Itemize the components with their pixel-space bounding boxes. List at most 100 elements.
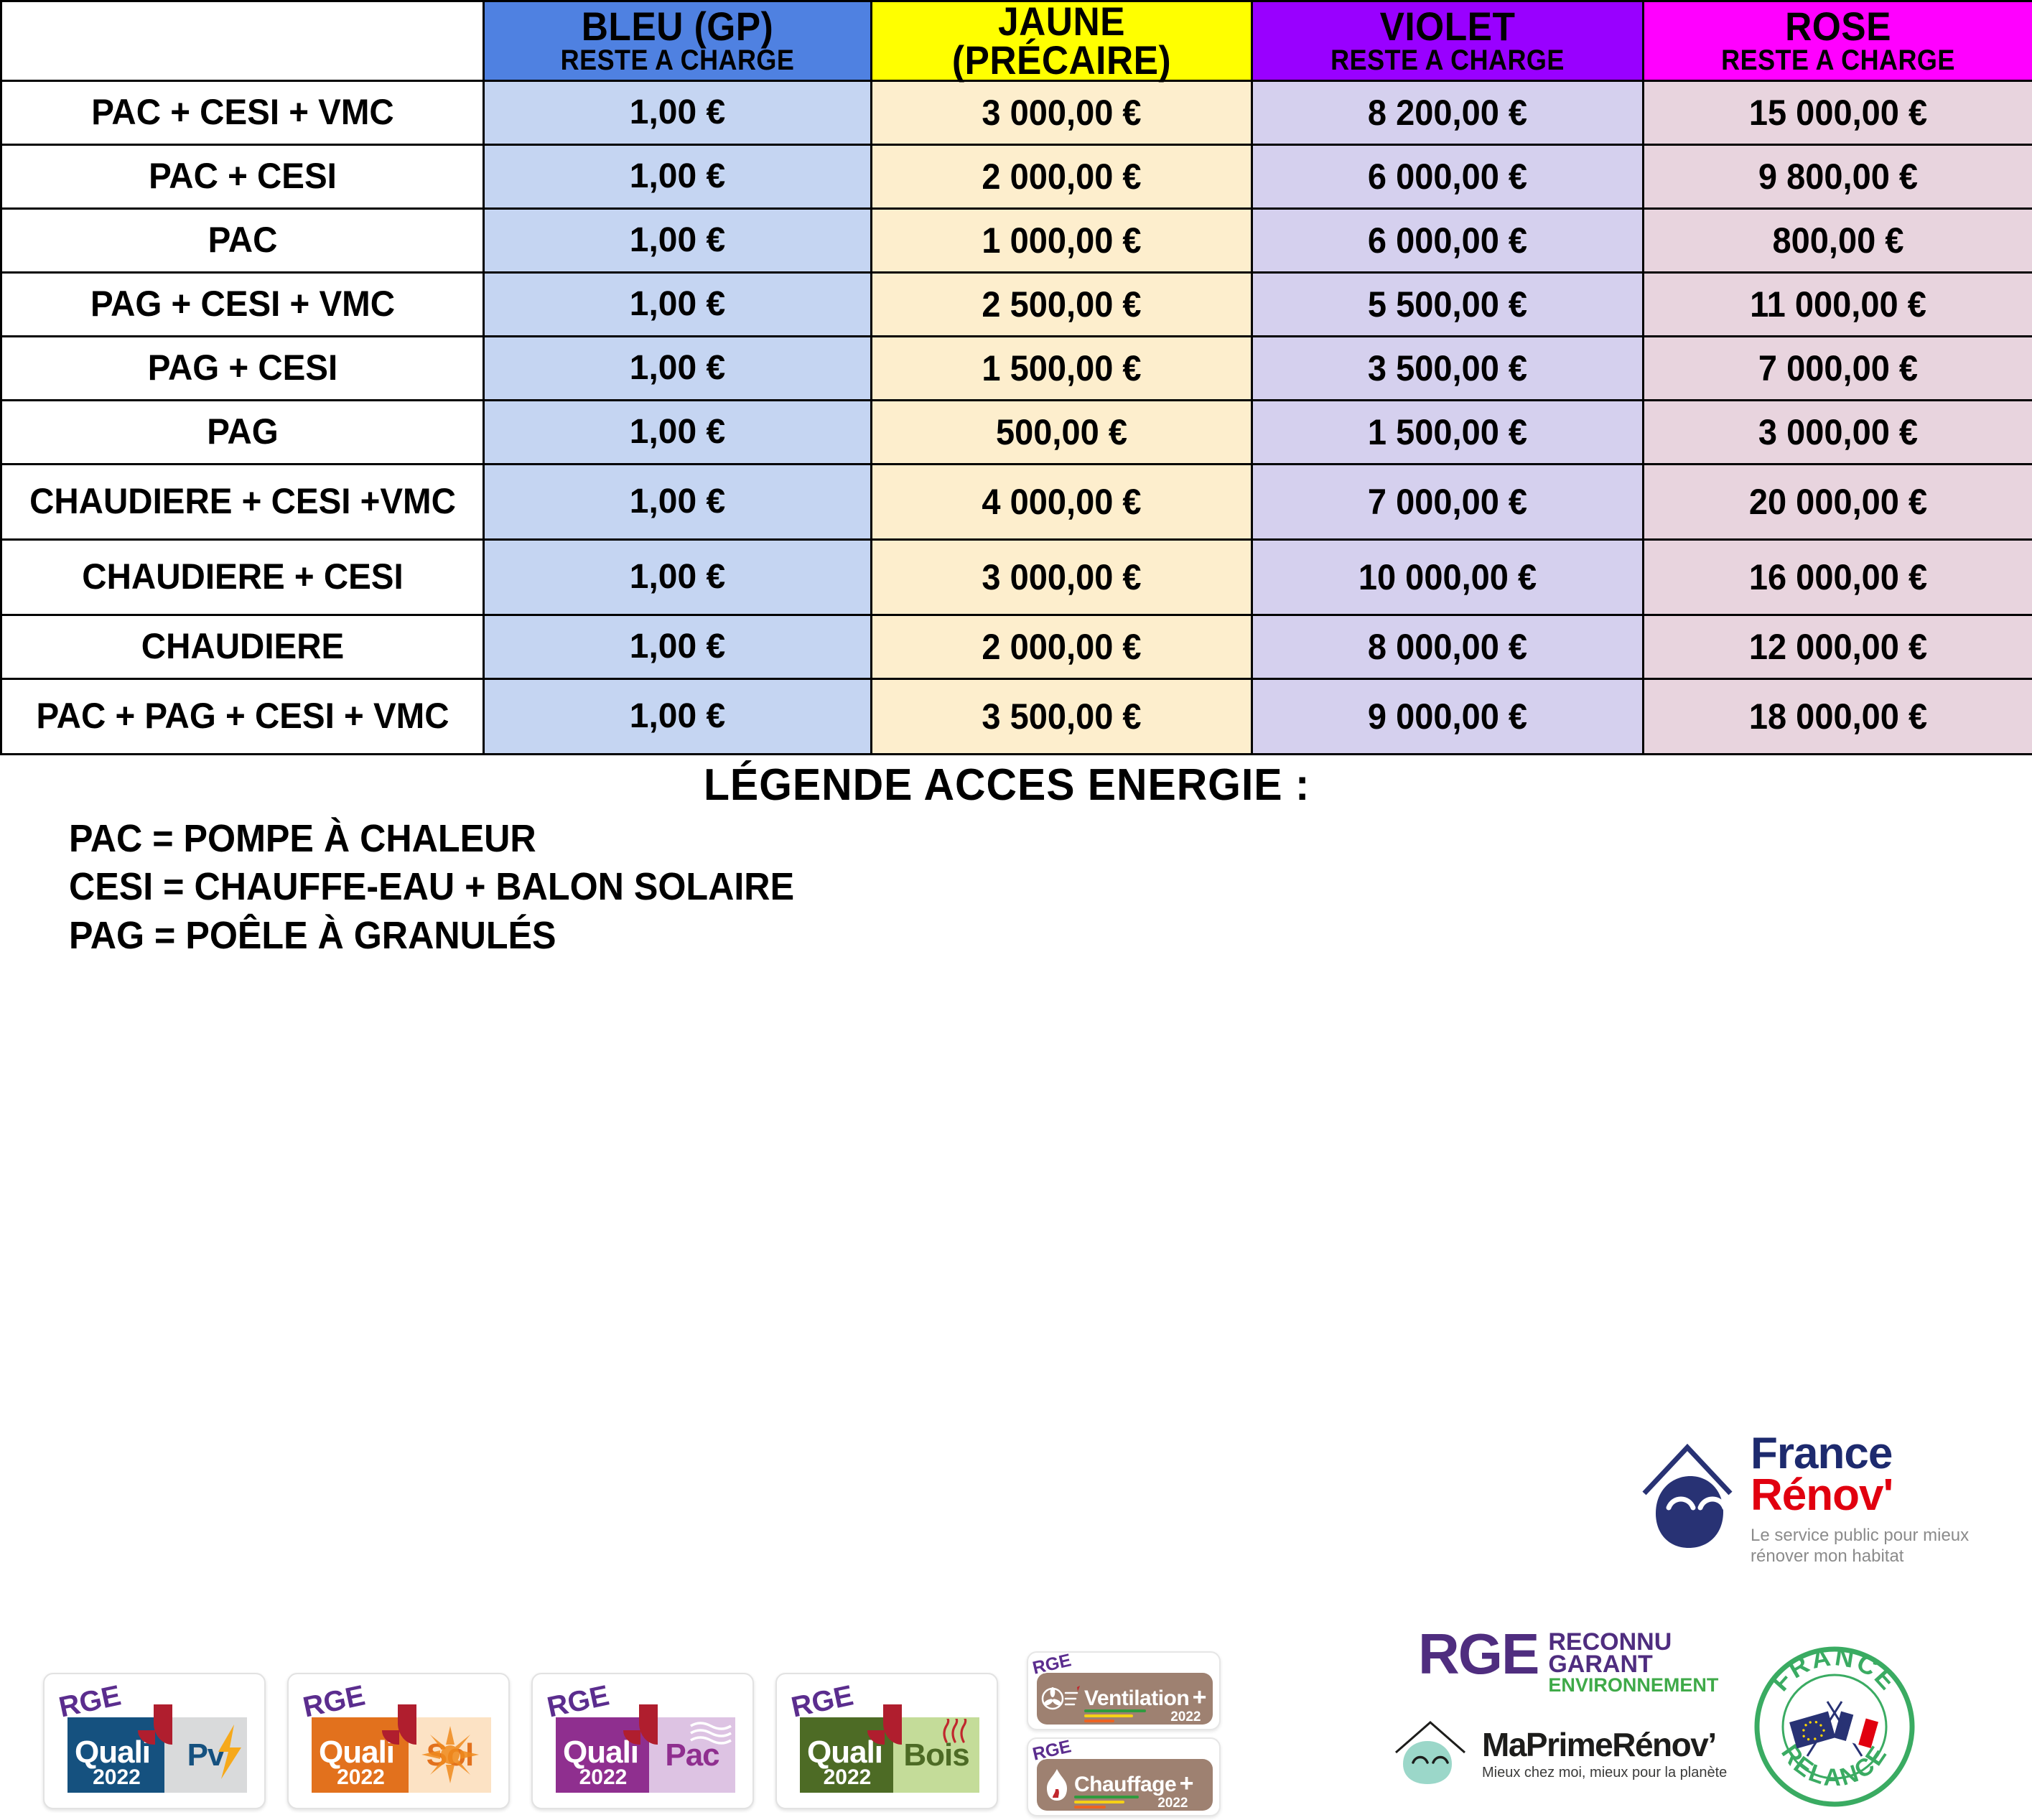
legend-section: LÉGENDE ACCES ENERGIE : PAC = POMPE À CH…	[0, 755, 2032, 957]
aid-amounts-table: BLEU (GP) RESTE A CHARGE JAUNE (PRÉCAIRE…	[0, 0, 2032, 755]
cell-bleu: 1,00 €	[629, 348, 726, 387]
cell-bleu: 1,00 €	[629, 157, 726, 195]
cell-bleu: 1,00 €	[629, 557, 726, 596]
legend-item-cesi: CESI = CHAUFFE-EAU + BALON SOLAIRE	[69, 865, 795, 909]
column-header-jaune: JAUNE (PRÉCAIRE)	[870, 0, 1253, 83]
sun-icon	[421, 1726, 479, 1783]
row-label: CHAUDIERE + CESI	[11, 538, 473, 616]
row-label: PAC + CESI + VMC	[11, 79, 473, 146]
cell-jaune: 2 000,00 €	[982, 626, 1142, 667]
rge-garant-abbr: RGE	[1418, 1622, 1539, 1686]
row-label: CHAUDIERE	[11, 613, 473, 680]
quali-word: Quali	[319, 1735, 395, 1770]
table-row: PAG + CESI 1,00 € 1 500,00 € 3 500,00 € …	[1, 335, 2032, 401]
row-label: PAC	[11, 207, 473, 274]
table-row: PAC + CESI + VMC 1,00 € 3 000,00 € 8 200…	[1, 79, 2032, 146]
column-header-rose-title: ROSE	[1785, 3, 1891, 49]
row-label: PAC + PAG + CESI + VMC	[11, 677, 473, 755]
ventilation-year: 2022	[1170, 1709, 1201, 1725]
smoke-icon	[943, 1719, 967, 1743]
chauffage-year: 2022	[1157, 1796, 1188, 1811]
cell-violet: 6 000,00 €	[1367, 220, 1528, 261]
table-row: PAC + PAG + CESI + VMC 1,00 € 3 500,00 €…	[1, 677, 2032, 755]
row-label: PAG	[11, 398, 473, 465]
cell-bleu: 1,00 €	[629, 220, 726, 259]
cell-rose: 12 000,00 €	[1748, 626, 1928, 667]
maprimerenov-tagline: Mieux chez moi, mieux pour la planète	[1482, 1764, 1728, 1781]
row-label: PAG + CESI	[11, 335, 473, 401]
france-relance-bottom: RELANCE	[1776, 1740, 1891, 1791]
svg-text:FRANCE: FRANCE	[1766, 1644, 1904, 1697]
logo-card-qualipv: RGE Quali 2022 Pv	[43, 1673, 266, 1809]
france-renov-tagline-2: rénover mon habitat	[1751, 1546, 1904, 1566]
logo-card-qualipac: RGE Quali 2022 Pac	[531, 1673, 754, 1809]
cell-violet: 8 200,00 €	[1367, 92, 1528, 133]
legend-item-pag: PAG = POÊLE À GRANULÉS	[69, 913, 556, 957]
cell-rose: 16 000,00 €	[1748, 556, 1928, 597]
quali-word: Quali	[563, 1735, 639, 1770]
legend-item-pac: PAC = POMPE À CHALEUR	[69, 816, 536, 860]
column-header-rose: ROSE RESTE A CHARGE	[1642, 0, 2032, 82]
france-renov-tagline-1: Le service public pour mieux	[1751, 1525, 1970, 1545]
cell-rose: 9 800,00 €	[1758, 156, 1919, 197]
quali-name: Bois	[903, 1737, 969, 1773]
svg-text:RELANCE: RELANCE	[1776, 1740, 1893, 1791]
table-header-row: BLEU (GP) RESTE A CHARGE JAUNE (PRÉCAIRE…	[0, 0, 2032, 83]
fan-icon	[1041, 1686, 1080, 1710]
column-header-bleu-title: BLEU (GP)	[581, 3, 774, 49]
chauffage-label: Chauffage	[1074, 1773, 1177, 1796]
legend-title: LÉGENDE ACCES ENERGIE :	[704, 760, 1310, 810]
column-header-violet-subtitle: RESTE A CHARGE	[1330, 44, 1565, 76]
cell-jaune: 1 500,00 €	[982, 347, 1142, 388]
lightning-icon	[218, 1725, 241, 1779]
cell-jaune: 4 000,00 €	[982, 481, 1142, 522]
cell-jaune: 500,00 €	[996, 411, 1127, 452]
cell-violet: 1 500,00 €	[1367, 411, 1528, 452]
quali-year: 2022	[337, 1765, 385, 1789]
table-row: CHAUDIERE 1,00 € 2 000,00 € 8 000,00 € 1…	[1, 613, 2032, 680]
rge-garant-logo: RGE RECONNU GARANT ENVIRONNEMENT	[1418, 1622, 1719, 1696]
cell-bleu: 1,00 €	[629, 627, 726, 666]
row-label: CHAUDIERE + CESI +VMC	[11, 462, 473, 541]
certification-logo-strip: RGE Quali 2022 Pv RGE Quali	[0, 1650, 2032, 1820]
rge-garant-line1: RECONNU	[1548, 1628, 1672, 1656]
logo-card-chauffage: RGE Chauffage + 2022	[1027, 1736, 1221, 1816]
cell-violet: 6 000,00 €	[1367, 156, 1528, 197]
quali-year: 2022	[823, 1765, 872, 1789]
cell-rose: 15 000,00 €	[1748, 92, 1928, 133]
france-renov-line1: France	[1751, 1428, 1893, 1478]
maprimerenov-name: MaPrimeRénov’	[1482, 1725, 1717, 1763]
column-header-violet: VIOLET RESTE A CHARGE	[1251, 0, 1644, 82]
france-relance-logo: FRANCE RELANCE	[1752, 1641, 1917, 1809]
row-label: PAC + CESI	[11, 143, 473, 210]
wave-icon	[690, 1722, 732, 1745]
cell-bleu: 1,00 €	[629, 482, 726, 521]
header-corner-blank	[0, 0, 485, 82]
house-smiley-icon	[1642, 1443, 1733, 1548]
column-header-bleu: BLEU (GP) RESTE A CHARGE	[483, 0, 872, 82]
cell-rose: 18 000,00 €	[1748, 696, 1928, 737]
column-header-jaune-title: JAUNE	[998, 0, 1125, 44]
ventilation-label: Ventilation	[1084, 1686, 1190, 1710]
cell-violet: 3 500,00 €	[1367, 347, 1528, 388]
cell-violet: 10 000,00 €	[1358, 556, 1537, 597]
column-header-rose-subtitle: RESTE A CHARGE	[1721, 44, 1955, 76]
france-renov-logo: France Rénov' Le service public pour mie…	[1637, 1427, 2010, 1571]
rge-garant-line3: ENVIRONNEMENT	[1548, 1674, 1719, 1696]
cell-rose: 800,00 €	[1772, 220, 1904, 261]
column-header-bleu-subtitle: RESTE A CHARGE	[560, 44, 795, 76]
plus-icon: +	[1192, 1684, 1207, 1711]
cell-violet: 5 500,00 €	[1367, 284, 1528, 325]
table-row: PAG + CESI + VMC 1,00 € 2 500,00 € 5 500…	[1, 271, 2032, 337]
logo-card-qualisol: RGE Quali 2022 Sol	[287, 1673, 510, 1809]
column-header-violet-title: VIOLET	[1379, 3, 1516, 49]
cell-jaune: 1 000,00 €	[982, 220, 1142, 261]
cell-jaune: 2 500,00 €	[982, 284, 1142, 325]
quali-name: Pv	[187, 1737, 225, 1773]
rge-garant-line2: GARANT	[1548, 1651, 1653, 1679]
table-row: PAC 1,00 € 1 000,00 € 6 000,00 € 800,00 …	[1, 207, 2032, 274]
cell-jaune: 2 000,00 €	[982, 156, 1142, 197]
cell-violet: 7 000,00 €	[1367, 481, 1528, 522]
column-header-jaune-subtitle: (PRÉCAIRE)	[951, 37, 1172, 83]
